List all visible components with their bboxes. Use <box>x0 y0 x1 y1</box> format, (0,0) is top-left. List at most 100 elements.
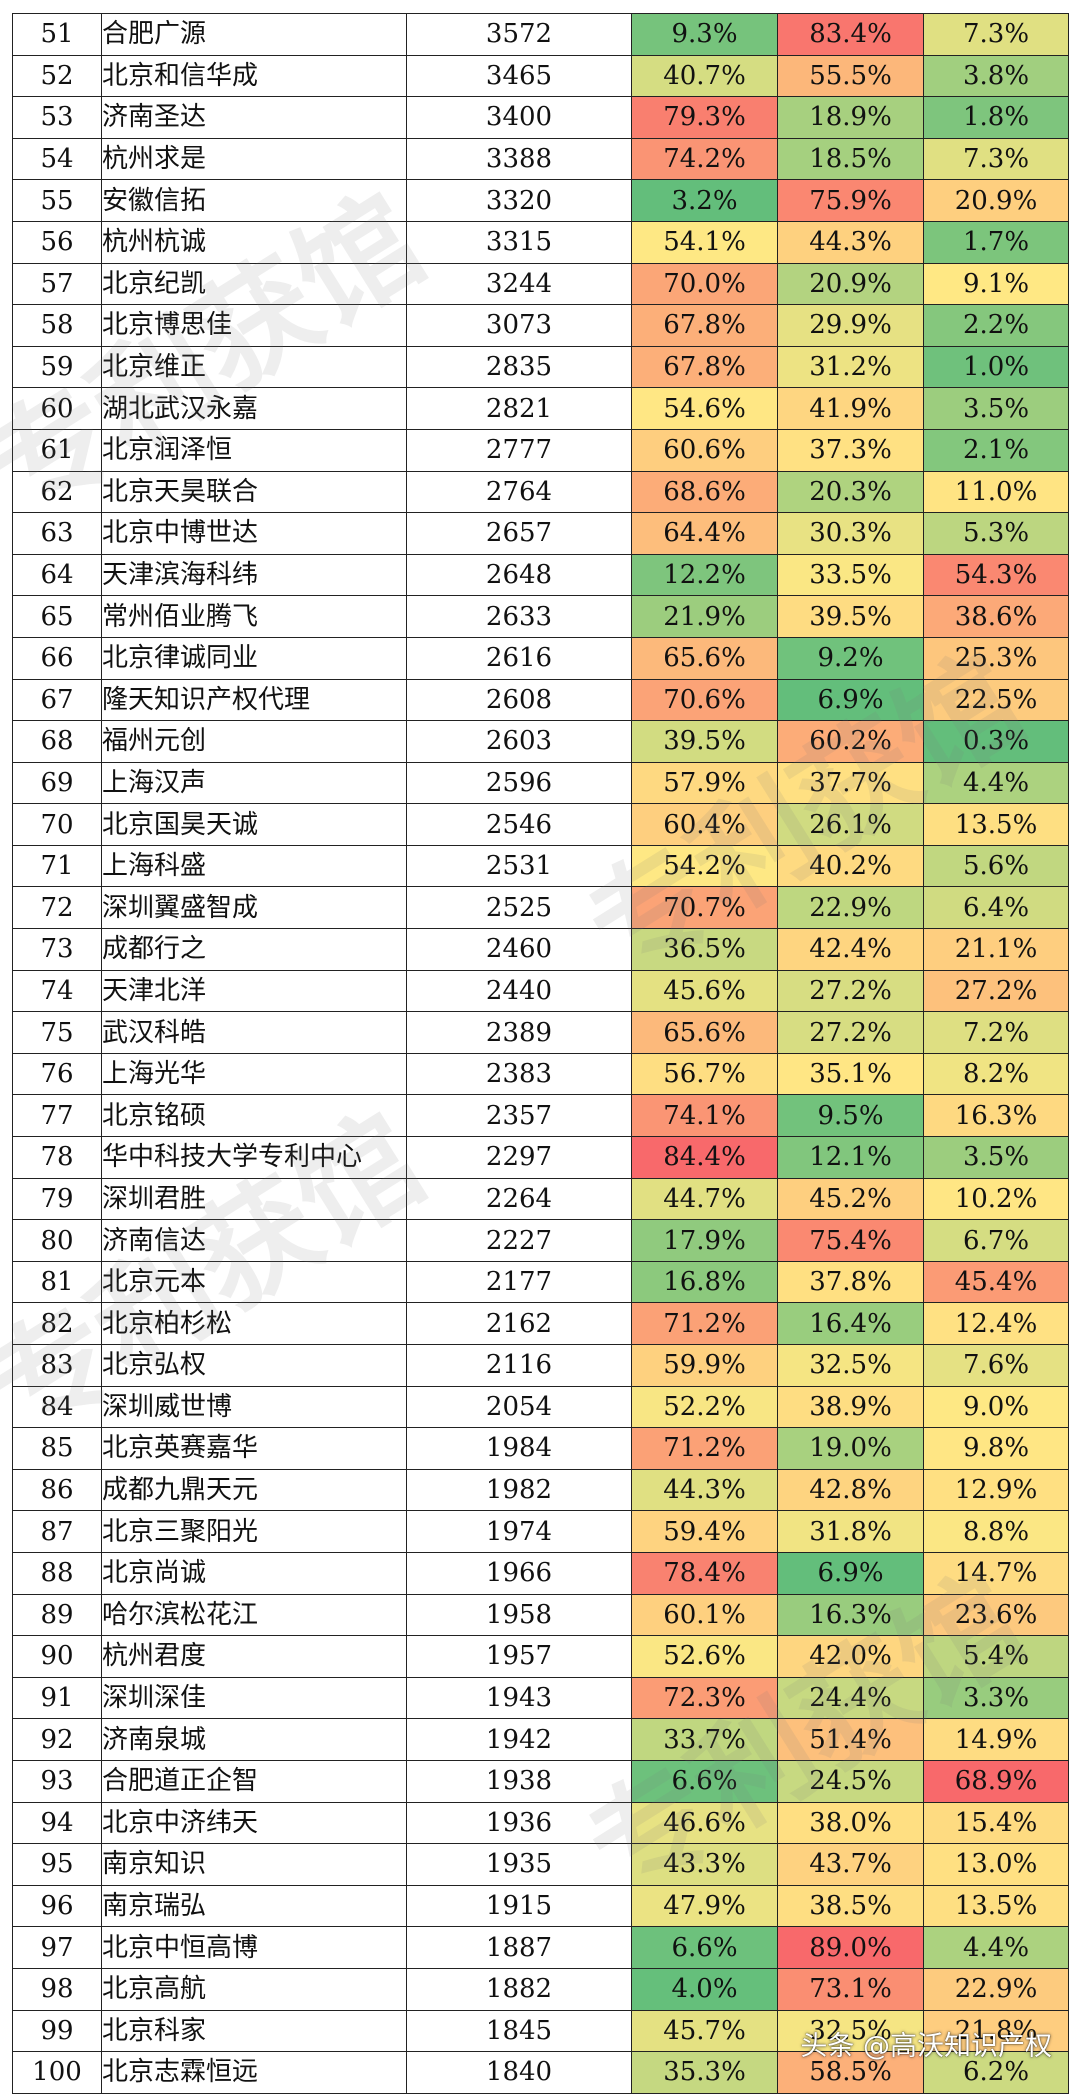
percent-cell-3: 3.5% <box>923 387 1069 430</box>
count-cell: 2596 <box>406 761 632 805</box>
count-cell: 2648 <box>406 553 632 597</box>
percent-cell-3: 6.4% <box>923 886 1069 930</box>
table-row: 98 北京高航 1882 4.0% 73.1% 22.9% <box>12 1967 1069 2011</box>
percent-cell-3: 1.8% <box>923 96 1069 139</box>
table-row: 82 北京柏杉松 2162 71.2% 16.4% 12.4% <box>12 1302 1069 1345</box>
rank-cell: 66 <box>12 636 102 680</box>
count-cell: 3315 <box>406 220 632 264</box>
percent-cell-2: 18.9% <box>777 96 924 139</box>
table-row: 95 南京知识 1935 43.3% 43.7% 13.0% <box>12 1843 1069 1886</box>
rank-cell: 75 <box>12 1011 102 1054</box>
percent-cell-3: 21.8% <box>923 2009 1069 2053</box>
percent-cell-3: 10.2% <box>923 1177 1069 1221</box>
table-row: 56 杭州杭诚 3315 54.1% 44.3% 1.7% <box>12 220 1069 264</box>
agency-name-cell: 深圳威世博 <box>101 1385 407 1429</box>
rank-cell: 90 <box>12 1635 102 1678</box>
percent-cell-3: 54.3% <box>923 553 1069 597</box>
percent-cell-3: 8.2% <box>923 1052 1069 1096</box>
rank-cell: 95 <box>12 1843 102 1886</box>
table-row: 54 杭州求是 3388 74.2% 18.5% 7.3% <box>12 137 1069 181</box>
count-cell: 1935 <box>406 1843 632 1886</box>
rank-cell: 77 <box>12 1094 102 1138</box>
percent-cell-3: 9.8% <box>923 1427 1069 1470</box>
percent-cell-1: 52.6% <box>631 1635 778 1678</box>
rank-cell: 73 <box>12 928 102 971</box>
count-cell: 2531 <box>406 844 632 888</box>
table-row: 93 合肥道正企智 1938 6.6% 24.5% 68.9% <box>12 1759 1069 1803</box>
table-row: 94 北京中济纬天 1936 46.6% 38.0% 15.4% <box>12 1801 1069 1845</box>
count-cell: 2525 <box>406 886 632 930</box>
count-cell: 3572 <box>406 13 632 56</box>
count-cell: 1840 <box>406 2051 632 2094</box>
rank-cell: 51 <box>12 13 102 56</box>
table-row: 80 济南信达 2227 17.9% 75.4% 6.7% <box>12 1219 1069 1262</box>
count-cell: 2383 <box>406 1052 632 1096</box>
rank-cell: 81 <box>12 1260 102 1304</box>
percent-cell-1: 4.0% <box>631 1967 778 2011</box>
table-row: 85 北京英赛嘉华 1984 71.2% 19.0% 9.8% <box>12 1427 1069 1470</box>
percent-cell-2: 9.5% <box>777 1094 924 1138</box>
percent-cell-3: 7.2% <box>923 1011 1069 1054</box>
percent-cell-2: 38.0% <box>777 1801 924 1845</box>
agency-name-cell: 北京尚诚 <box>101 1551 407 1595</box>
table-row: 72 深圳翼盛智成 2525 70.7% 22.9% 6.4% <box>12 886 1069 930</box>
rank-cell: 55 <box>12 179 102 222</box>
percent-cell-3: 15.4% <box>923 1801 1069 1845</box>
percent-cell-3: 3.8% <box>923 54 1069 98</box>
percent-cell-3: 1.0% <box>923 345 1069 389</box>
count-cell: 2389 <box>406 1011 632 1054</box>
count-cell: 2357 <box>406 1094 632 1138</box>
count-cell: 3388 <box>406 137 632 181</box>
percent-cell-2: 33.5% <box>777 553 924 597</box>
percent-cell-3: 23.6% <box>923 1593 1069 1637</box>
rank-cell: 100 <box>12 2051 102 2094</box>
rank-cell: 97 <box>12 1926 102 1969</box>
rank-cell: 88 <box>12 1551 102 1595</box>
percent-cell-2: 38.9% <box>777 1385 924 1429</box>
agency-name-cell: 深圳深佳 <box>101 1676 407 1720</box>
count-cell: 2603 <box>406 720 632 763</box>
count-cell: 3073 <box>406 304 632 347</box>
rank-cell: 71 <box>12 844 102 888</box>
percent-cell-2: 41.9% <box>777 387 924 430</box>
rank-cell: 67 <box>12 678 102 722</box>
percent-cell-3: 5.4% <box>923 1635 1069 1678</box>
agency-name-cell: 北京志霖恒远 <box>101 2051 407 2094</box>
rank-cell: 79 <box>12 1177 102 1221</box>
agency-name-cell: 华中科技大学专利中心 <box>101 1136 407 1179</box>
percent-cell-3: 9.1% <box>923 262 1069 306</box>
percent-cell-1: 74.1% <box>631 1094 778 1138</box>
count-cell: 3465 <box>406 54 632 98</box>
percent-cell-3: 1.7% <box>923 220 1069 264</box>
table-row: 74 天津北洋 2440 45.6% 27.2% 27.2% <box>12 969 1069 1013</box>
rank-cell: 99 <box>12 2009 102 2053</box>
percent-cell-2: 12.1% <box>777 1136 924 1179</box>
rank-cell: 63 <box>12 512 102 555</box>
percent-cell-1: 39.5% <box>631 720 778 763</box>
rank-cell: 68 <box>12 720 102 763</box>
agency-name-cell: 隆天知识产权代理 <box>101 678 407 722</box>
agency-name-cell: 合肥广源 <box>101 13 407 56</box>
count-cell: 2162 <box>406 1302 632 1345</box>
agency-name-cell: 天津北洋 <box>101 969 407 1013</box>
table-row: 55 安徽信拓 3320 3.2% 75.9% 20.9% <box>12 179 1069 222</box>
count-cell: 1936 <box>406 1801 632 1845</box>
agency-name-cell: 安徽信拓 <box>101 179 407 222</box>
table-row: 61 北京润泽恒 2777 60.6% 37.3% 2.1% <box>12 428 1069 472</box>
agency-name-cell: 北京纪凯 <box>101 262 407 306</box>
percent-cell-2: 26.1% <box>777 803 924 846</box>
table-row: 96 南京瑞弘 1915 47.9% 38.5% 13.5% <box>12 1884 1069 1928</box>
rank-cell: 89 <box>12 1593 102 1637</box>
percent-cell-1: 60.1% <box>631 1593 778 1637</box>
count-cell: 1966 <box>406 1551 632 1595</box>
percent-cell-3: 4.4% <box>923 761 1069 805</box>
count-cell: 2616 <box>406 636 632 680</box>
percent-cell-2: 40.2% <box>777 844 924 888</box>
percent-cell-2: 89.0% <box>777 1926 924 1969</box>
percent-cell-1: 71.2% <box>631 1427 778 1470</box>
percent-cell-1: 78.4% <box>631 1551 778 1595</box>
percent-cell-3: 5.3% <box>923 512 1069 555</box>
count-cell: 1915 <box>406 1884 632 1928</box>
percent-cell-1: 67.8% <box>631 304 778 347</box>
table-row: 53 济南圣达 3400 79.3% 18.9% 1.8% <box>12 96 1069 139</box>
